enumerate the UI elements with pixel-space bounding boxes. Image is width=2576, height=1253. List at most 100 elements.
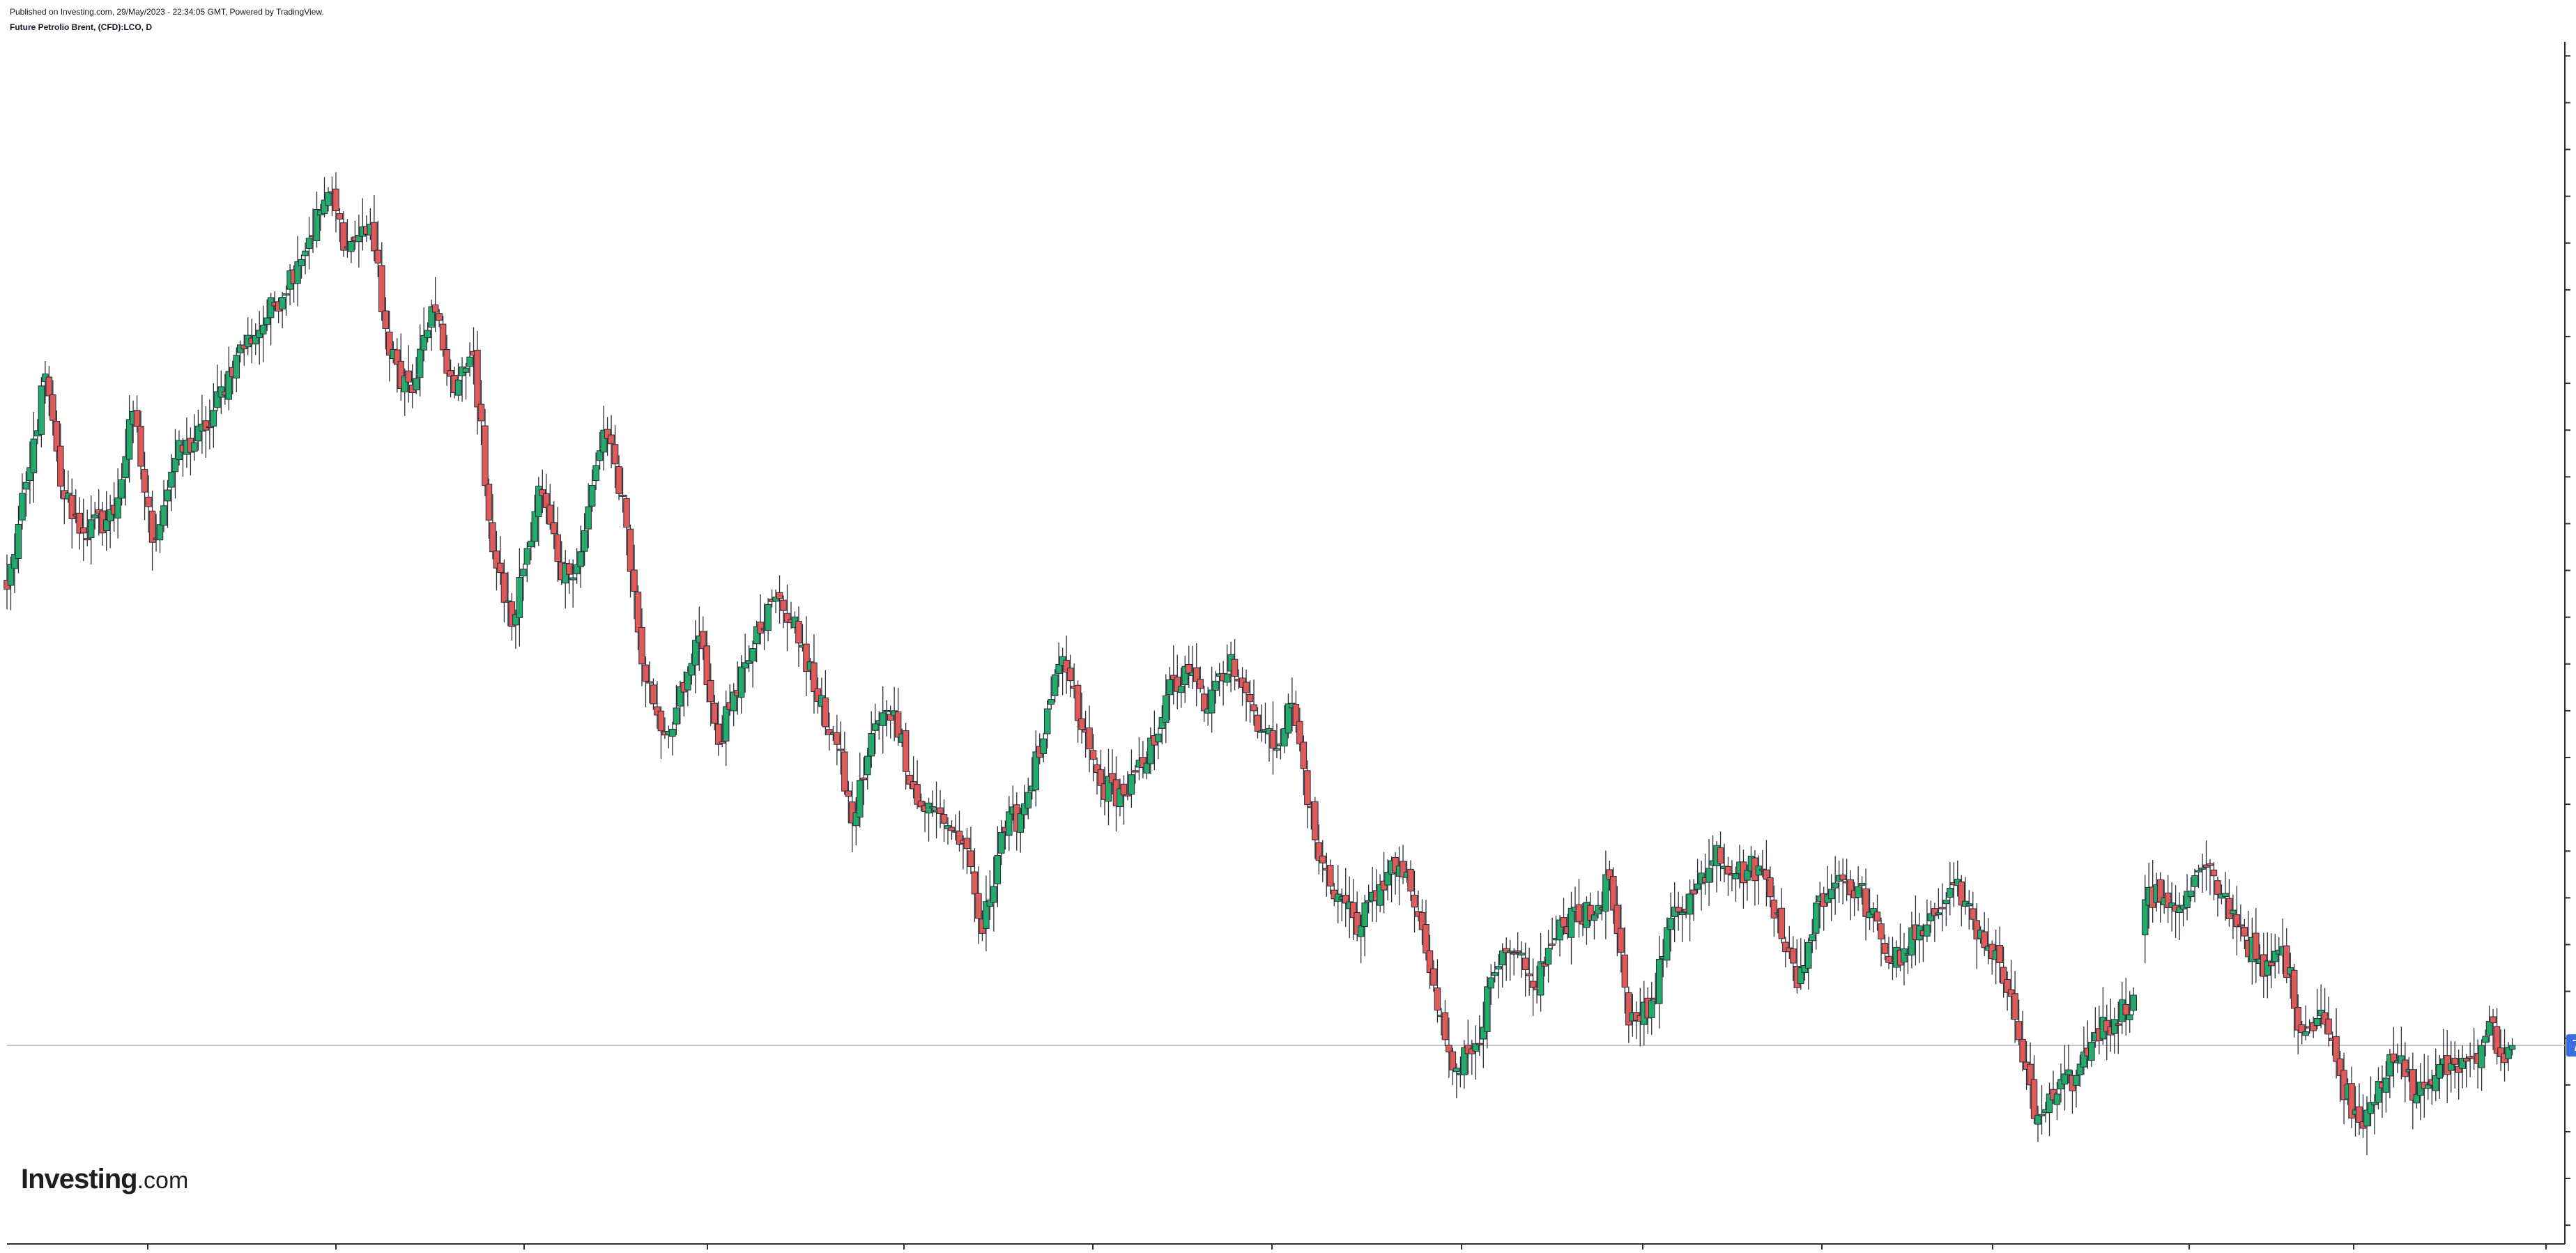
candle[interactable]: [2210, 862, 2218, 900]
candle[interactable]: [531, 494, 539, 548]
candle[interactable]: [447, 359, 454, 398]
candle[interactable]: [623, 495, 630, 555]
candle[interactable]: [2413, 1068, 2421, 1109]
candle[interactable]: [2088, 1031, 2095, 1067]
candle[interactable]: [1400, 845, 1406, 884]
candle[interactable]: [332, 172, 339, 233]
candle[interactable]: [2455, 1050, 2462, 1100]
candle[interactable]: [7, 556, 15, 610]
candle[interactable]: [210, 383, 217, 448]
candle[interactable]: [2436, 1054, 2443, 1100]
candle[interactable]: [19, 473, 26, 530]
candle[interactable]: [474, 330, 481, 435]
candle[interactable]: [745, 645, 753, 672]
candle[interactable]: [811, 634, 818, 714]
candle[interactable]: [994, 826, 1002, 907]
candle[interactable]: [592, 452, 599, 490]
candle[interactable]: [160, 479, 167, 532]
candle[interactable]: [2027, 1042, 2034, 1109]
candle[interactable]: [2508, 1038, 2516, 1056]
candle[interactable]: [2141, 875, 2149, 963]
candle[interactable]: [2130, 987, 2137, 1015]
candle[interactable]: [1595, 891, 1602, 918]
candle[interactable]: [1380, 852, 1388, 914]
candle[interactable]: [516, 548, 523, 647]
candle[interactable]: [684, 666, 691, 707]
candle[interactable]: [772, 590, 779, 614]
candle[interactable]: [252, 323, 259, 355]
candle[interactable]: [305, 217, 313, 270]
candle[interactable]: [2367, 1076, 2375, 1127]
candle[interactable]: [53, 410, 61, 462]
candle[interactable]: [87, 495, 95, 564]
candle[interactable]: [535, 477, 542, 546]
candle[interactable]: [194, 409, 202, 451]
candle[interactable]: [1418, 899, 1426, 946]
candle[interactable]: [956, 810, 963, 852]
candle[interactable]: [1537, 932, 1544, 1012]
candle[interactable]: [2459, 1045, 2466, 1089]
candle[interactable]: [585, 483, 592, 548]
candle[interactable]: [1426, 935, 1434, 989]
candle[interactable]: [340, 210, 347, 257]
candle[interactable]: [986, 870, 994, 920]
candle[interactable]: [1231, 639, 1239, 691]
candle[interactable]: [887, 705, 894, 739]
candle[interactable]: [2425, 1055, 2432, 1100]
candle[interactable]: [1556, 915, 1563, 957]
candle[interactable]: [416, 324, 424, 397]
candle[interactable]: [45, 366, 53, 417]
candle[interactable]: [1855, 866, 1862, 911]
candle[interactable]: [2065, 1044, 2072, 1084]
candle[interactable]: [76, 497, 84, 550]
candle[interactable]: [1958, 875, 1965, 927]
candle[interactable]: [1514, 932, 1521, 958]
candle[interactable]: [1560, 898, 1567, 935]
candle[interactable]: [1809, 918, 1816, 953]
candle[interactable]: [1866, 889, 1873, 930]
candle[interactable]: [1575, 879, 1583, 938]
candle[interactable]: [1602, 850, 1609, 939]
candle[interactable]: [1043, 700, 1051, 748]
candle[interactable]: [707, 663, 714, 726]
candle[interactable]: [263, 299, 270, 332]
candle[interactable]: [1495, 954, 1502, 999]
candle[interactable]: [1790, 936, 1797, 981]
candle[interactable]: [68, 478, 76, 549]
candle[interactable]: [730, 683, 737, 727]
candle[interactable]: [879, 686, 887, 754]
candle[interactable]: [1655, 935, 1663, 1029]
candle[interactable]: [1315, 824, 1323, 875]
candle[interactable]: [1078, 693, 1085, 744]
candle[interactable]: [1613, 886, 1621, 957]
candle[interactable]: [1521, 942, 1529, 997]
candle[interactable]: [1006, 796, 1013, 852]
candle[interactable]: [1751, 850, 1758, 906]
candle[interactable]: [1285, 693, 1292, 739]
candle[interactable]: [604, 417, 611, 456]
candle[interactable]: [1812, 895, 1820, 950]
candle[interactable]: [2386, 1049, 2393, 1099]
candle[interactable]: [2184, 874, 2191, 921]
candle[interactable]: [1327, 859, 1334, 895]
candle[interactable]: [1174, 654, 1181, 709]
candle[interactable]: [141, 452, 148, 521]
candle[interactable]: [1924, 899, 1931, 943]
candle[interactable]: [1166, 666, 1174, 721]
candle[interactable]: [1048, 676, 1055, 710]
candle[interactable]: [1197, 666, 1204, 693]
candle[interactable]: [413, 356, 420, 394]
candle[interactable]: [1724, 856, 1732, 896]
candle[interactable]: [454, 362, 462, 401]
candle[interactable]: [1105, 748, 1112, 826]
candle[interactable]: [1472, 1025, 1480, 1080]
candle[interactable]: [1590, 911, 1598, 940]
candle[interactable]: [1947, 862, 1954, 916]
candle[interactable]: [1510, 948, 1517, 976]
candle[interactable]: [1862, 868, 1869, 941]
candle[interactable]: [1621, 927, 1629, 1014]
candle[interactable]: [244, 317, 252, 355]
candle[interactable]: [1051, 669, 1059, 702]
candle[interactable]: [1170, 645, 1177, 705]
candle[interactable]: [1885, 937, 1892, 969]
